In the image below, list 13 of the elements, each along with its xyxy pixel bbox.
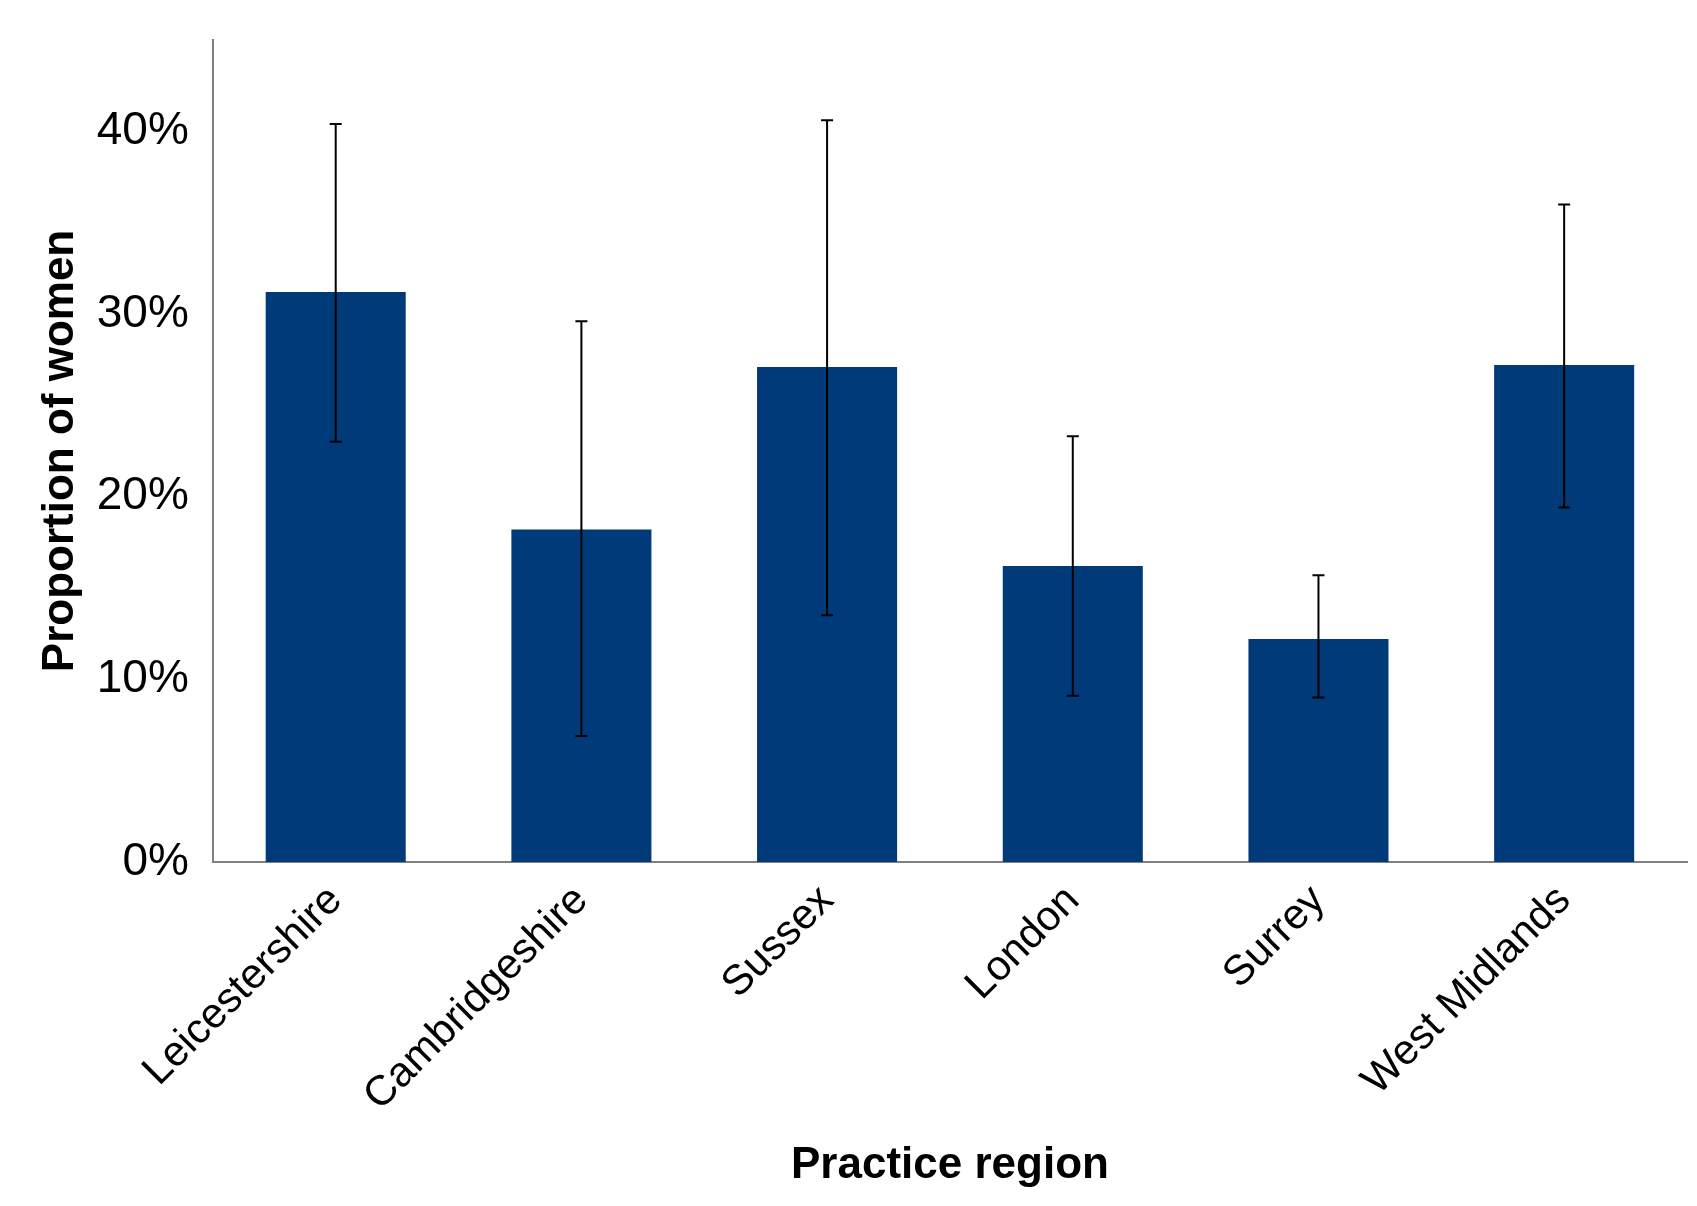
bar: [1248, 639, 1389, 862]
x-axis-title: Practice region: [790, 1137, 1109, 1187]
y-tick-label: 30%: [96, 284, 189, 337]
y-tick-label: 10%: [96, 649, 189, 702]
y-tick-label: 0%: [122, 832, 189, 885]
y-axis-title: Proportion of women: [32, 229, 82, 673]
bar: [511, 529, 652, 862]
bar: [1002, 566, 1143, 862]
y-tick-label: 20%: [96, 467, 189, 520]
bar: [265, 292, 406, 862]
bar: [757, 366, 898, 862]
y-tick-label: 40%: [96, 102, 189, 155]
bar: [1494, 365, 1635, 862]
